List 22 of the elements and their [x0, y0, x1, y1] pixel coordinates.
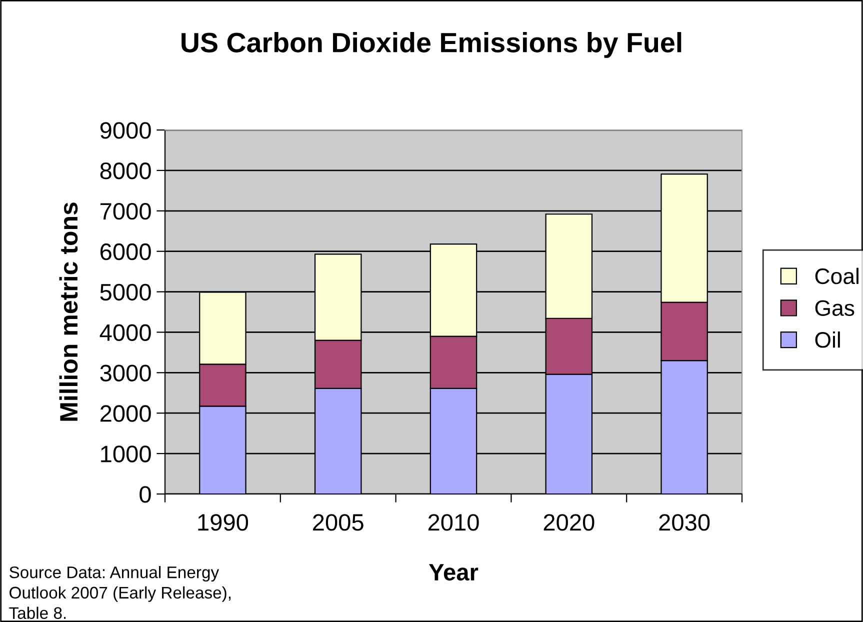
legend-label: Oil: [815, 331, 840, 348]
chart-title: US Carbon Dioxide Emissions by Fuel: [182, 32, 682, 58]
x-tick-label: 2030: [659, 514, 710, 531]
legend-label: Coal: [815, 268, 858, 284]
y-tick-label: 1000: [101, 446, 151, 462]
y-tick-label: 0: [140, 486, 151, 503]
x-tick-label: 2020: [544, 514, 594, 531]
x-tick-label: 2010: [428, 514, 479, 531]
x-tick-label: 1990: [198, 514, 248, 531]
source-note: Source Data: Annual Energy Outlook 2007 (Early Release), Table 8.: [9, 566, 231, 619]
y-tick-label: 6000: [100, 243, 151, 260]
y-tick-label: 5000: [100, 284, 151, 301]
y-tick-label: 3000: [100, 364, 151, 382]
y-tick-label: 7000: [100, 202, 151, 220]
legend-label: Gas: [815, 300, 854, 316]
x-axis-title: Year: [428, 564, 478, 581]
y-tick-label: 2000: [100, 405, 151, 422]
y-axis-title: Million metric tons: [59, 202, 78, 421]
y-tick-label: 9000: [100, 122, 151, 139]
y-tick-label: 8000: [100, 162, 151, 180]
x-tick-label: 2005: [313, 514, 364, 531]
y-tick-label: 4000: [100, 324, 151, 342]
